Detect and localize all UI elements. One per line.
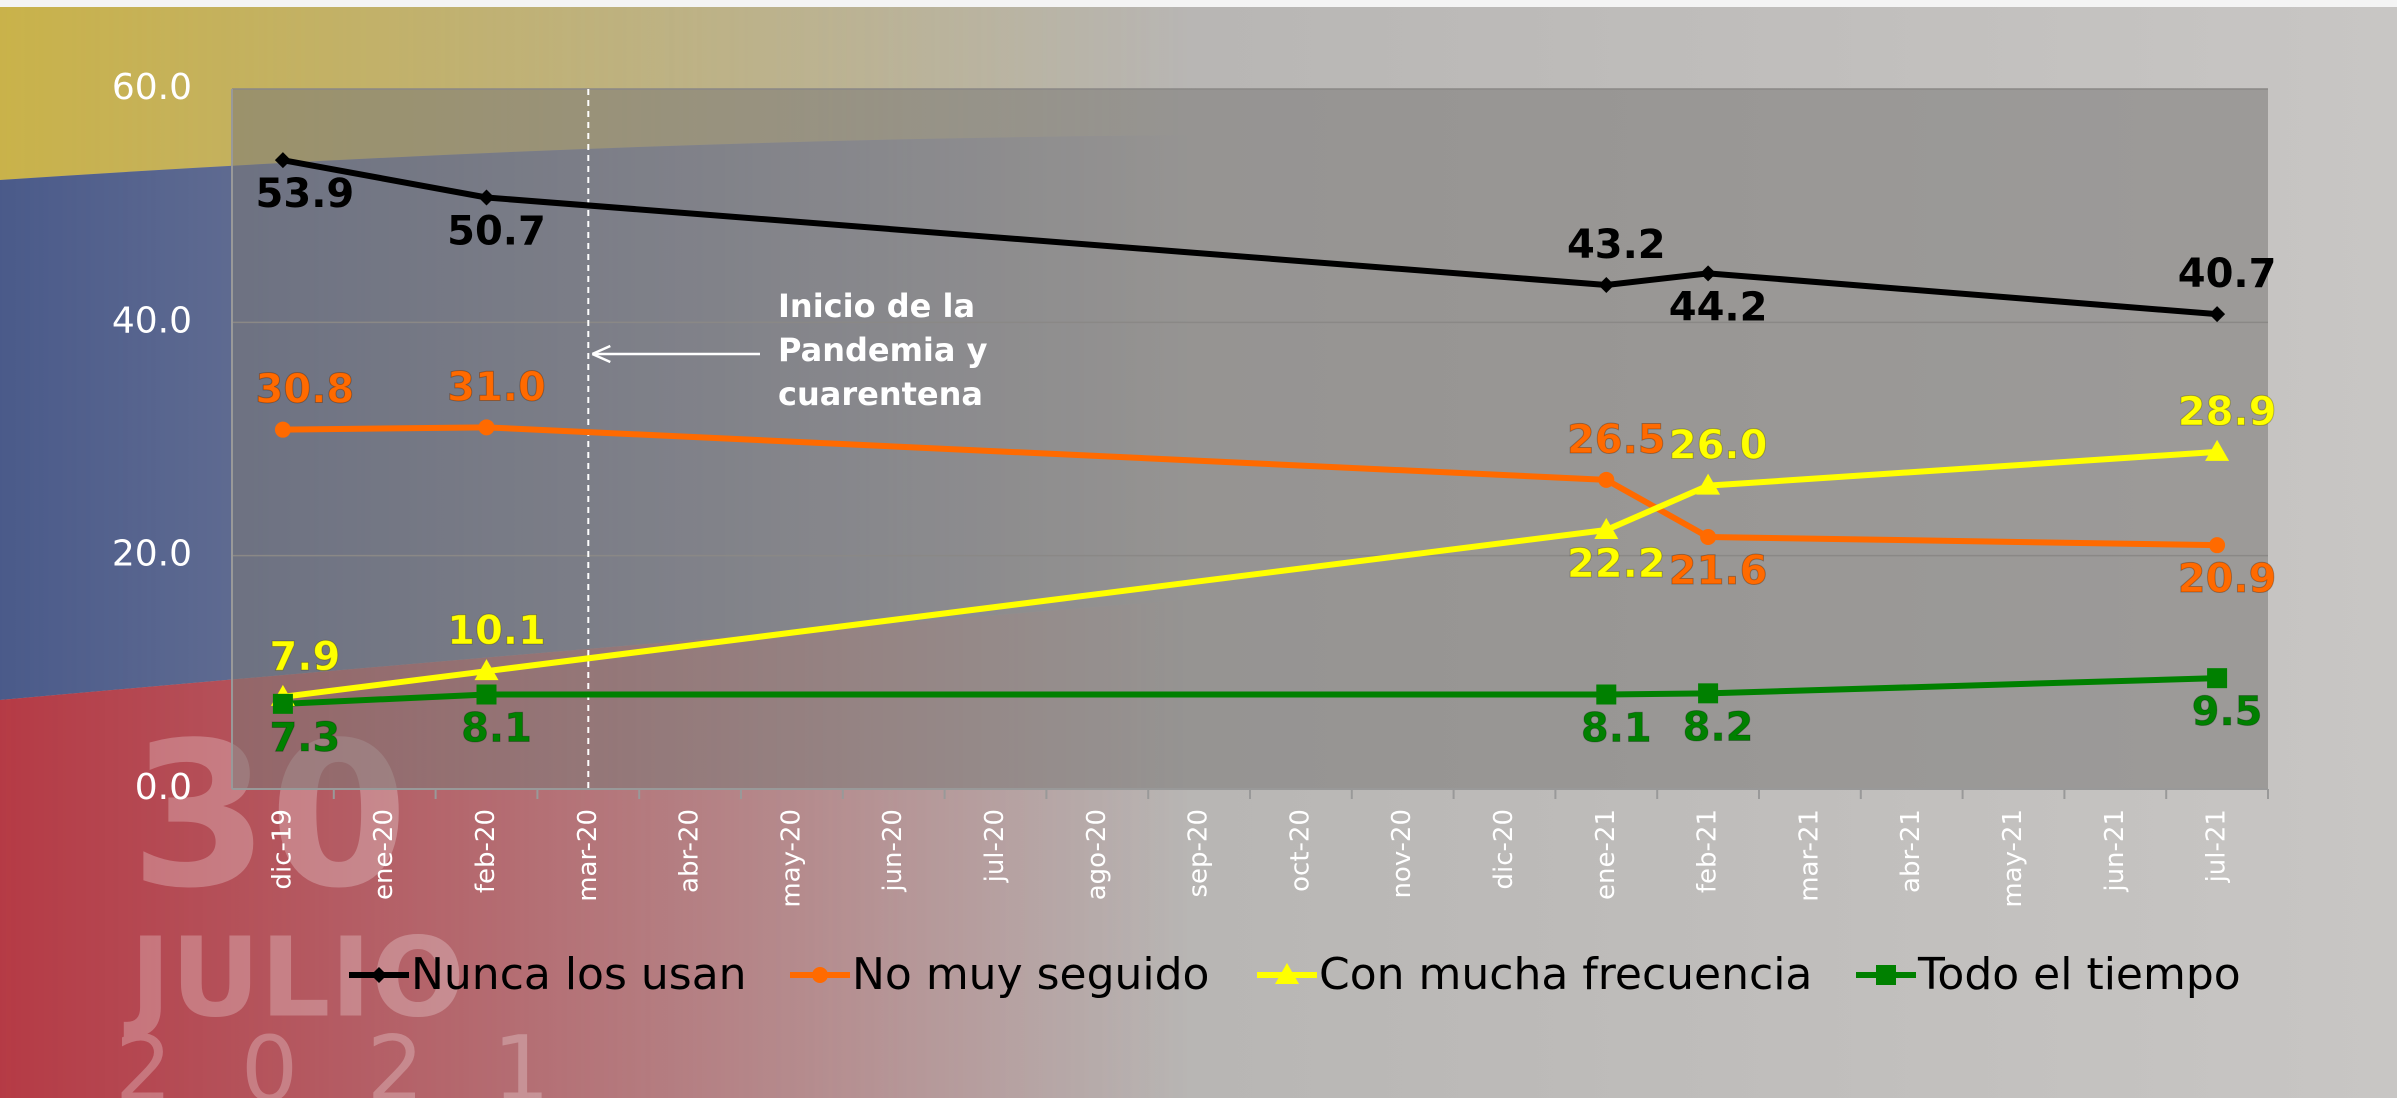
series-line [1606, 690, 1709, 698]
legend-item: Con mucha frecuencia [1257, 949, 1812, 1000]
marker [1275, 963, 1299, 984]
data-label: 9.5 [2192, 689, 2263, 735]
marker [272, 693, 293, 714]
watermark-text: 2 0 2 1 [115, 1017, 570, 1098]
marker [1700, 529, 1717, 545]
x-tick-label: mar-20 [573, 809, 603, 902]
series-line [1605, 270, 1709, 288]
series-line [282, 157, 488, 201]
marker [474, 659, 499, 681]
x-tick-label: feb-20 [471, 809, 501, 893]
data-label: 10.1 [447, 608, 546, 654]
marker [476, 684, 497, 705]
top-strip [0, 0, 2397, 7]
data-label: 43.2 [1567, 222, 1666, 268]
x-tick-label: abr-21 [1896, 809, 1926, 893]
marker [371, 967, 387, 983]
data-label: 20.9 [2178, 556, 2277, 602]
data-label: 8.1 [461, 706, 532, 752]
annotation-text: cuarentena [778, 375, 983, 413]
marker [1598, 277, 1615, 293]
data-label: 30.8 [256, 367, 355, 413]
legend-item: Todo el tiempo [1856, 949, 2241, 1000]
x-tick-label: ago-20 [1082, 809, 1112, 900]
series-line [1708, 675, 2218, 697]
x-tick-label: dic-20 [1489, 809, 1519, 890]
x-tick-label: ene-21 [1591, 809, 1621, 900]
annotation-text: Inicio de la [778, 287, 975, 325]
marker [1700, 265, 1717, 282]
series-line [282, 668, 487, 700]
data-label: 26.5 [1567, 417, 1666, 463]
x-tick-label: dic-19 [267, 809, 297, 890]
series-line [1708, 534, 2218, 549]
data-label: 8.2 [1683, 704, 1754, 750]
x-tick-label: mar-21 [1794, 809, 1824, 902]
marker [1598, 471, 1615, 488]
legend-label: Todo el tiempo [1917, 949, 2241, 1000]
x-tick-label: may-20 [776, 809, 806, 908]
x-tick-label: may-21 [1998, 809, 2028, 908]
x-tick-label: abr-20 [675, 809, 705, 893]
y-tick-label: 20.0 [112, 534, 192, 575]
x-tick-label: jul-21 [2202, 809, 2232, 883]
series-line [486, 194, 1607, 288]
data-label: 8.1 [1581, 706, 1652, 752]
x-tick-label: oct-20 [1285, 809, 1315, 892]
marker [1698, 683, 1719, 704]
marker [2205, 439, 2230, 461]
y-tick-label: 40.0 [112, 300, 192, 341]
series-line [282, 691, 487, 707]
data-label: 31.0 [447, 364, 546, 410]
marker [1596, 684, 1617, 705]
series-line [1707, 448, 2218, 489]
x-tick-label: jun-21 [2100, 809, 2130, 893]
legend-label: Con mucha frecuencia [1319, 949, 1812, 1000]
data-label: 21.6 [1669, 548, 1768, 594]
x-tick-label: jun-20 [878, 809, 908, 893]
x-tick-label: sep-20 [1184, 809, 1214, 898]
annotation-arrowhead [591, 344, 611, 364]
marker [274, 421, 291, 438]
data-label: 44.2 [1669, 284, 1768, 330]
marker [2209, 537, 2226, 554]
y-tick-label: 0.0 [135, 767, 192, 808]
marker [1594, 518, 1619, 539]
marker [1696, 473, 1721, 495]
data-label: 26.0 [1669, 423, 1768, 469]
marker [478, 419, 495, 436]
data-label: 50.7 [447, 209, 546, 255]
x-tick-label: ene-20 [369, 809, 399, 900]
annotation-text: Pandemia y [778, 331, 988, 369]
series-line [282, 424, 487, 433]
data-label: 22.2 [1567, 541, 1666, 587]
legend-item: Nunca los usan [349, 949, 747, 1000]
marker [2209, 306, 2226, 323]
series-line [1605, 482, 1710, 533]
y-tick-label: 60.0 [112, 67, 192, 108]
series-line [1707, 270, 2218, 318]
legend-label: Nunca los usan [411, 949, 747, 1000]
series-line [486, 527, 1607, 675]
x-tick-label: jul-20 [980, 809, 1010, 883]
data-label: 40.7 [2178, 251, 2277, 297]
series-line [486, 424, 1607, 483]
data-label: 28.9 [2178, 389, 2277, 435]
marker [1876, 965, 1896, 985]
legend-label: No muy seguido [852, 949, 1209, 1000]
marker [274, 152, 291, 169]
marker [812, 967, 828, 983]
marker [478, 189, 495, 206]
data-label: 53.9 [256, 171, 355, 217]
x-tick-label: nov-20 [1387, 809, 1417, 899]
data-label: 7.3 [269, 715, 340, 761]
data-label: 7.9 [269, 634, 340, 680]
legend-item: No muy seguido [790, 949, 1209, 1000]
marker [2207, 668, 2228, 689]
x-tick-label: feb-21 [1693, 809, 1723, 893]
